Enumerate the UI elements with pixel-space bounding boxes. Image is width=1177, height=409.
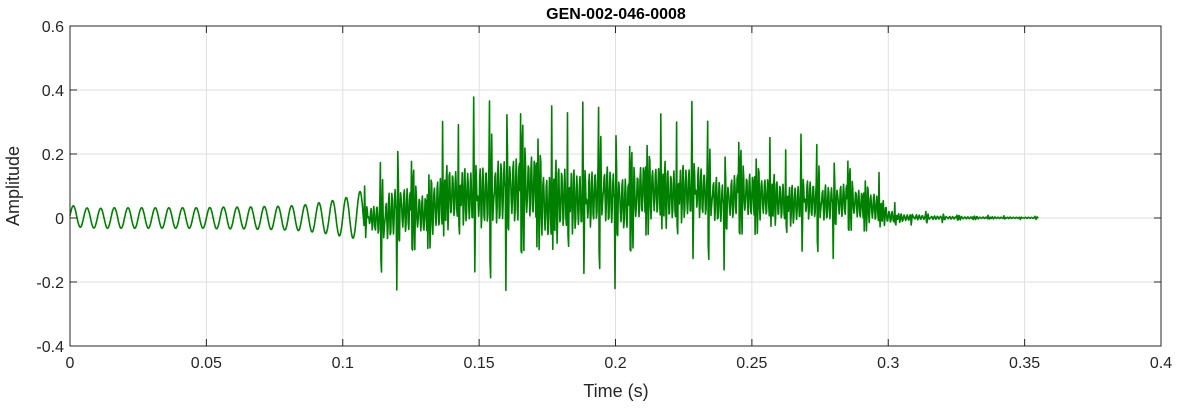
chart-title: GEN-002-046-0008 (546, 6, 686, 23)
y-tick-label: 0.6 (42, 19, 64, 36)
x-tick-label: 0.25 (736, 355, 767, 372)
y-axis-label: Amplitude (3, 146, 23, 226)
y-tick-label: -0.4 (36, 339, 64, 356)
waveform-series-line (69, 96, 1039, 292)
plot-layer (69, 96, 1039, 292)
y-tick-label: -0.2 (36, 275, 64, 292)
x-tick-label: 0 (66, 355, 75, 372)
x-tick-label: 0.05 (191, 355, 222, 372)
x-tick-label: 0.2 (604, 355, 626, 372)
x-tick-label: 0.35 (1009, 355, 1040, 372)
y-tick-label: 0.4 (42, 83, 64, 100)
x-tick-label: 0.15 (464, 355, 495, 372)
x-tick-label: 0.3 (877, 355, 899, 372)
tick-layer: 0 0.05 0.1 0.15 0.2 0.25 0.3 0.35 0.4 -0.4 -0.2 0 0.… (36, 19, 1172, 372)
x-tick-label: 0.1 (332, 355, 354, 372)
x-axis-label: Time (s) (583, 381, 648, 401)
y-tick-label: 0.2 (42, 147, 64, 164)
y-tick-label: 0 (55, 211, 64, 228)
x-tick-label: 0.4 (1150, 355, 1172, 372)
